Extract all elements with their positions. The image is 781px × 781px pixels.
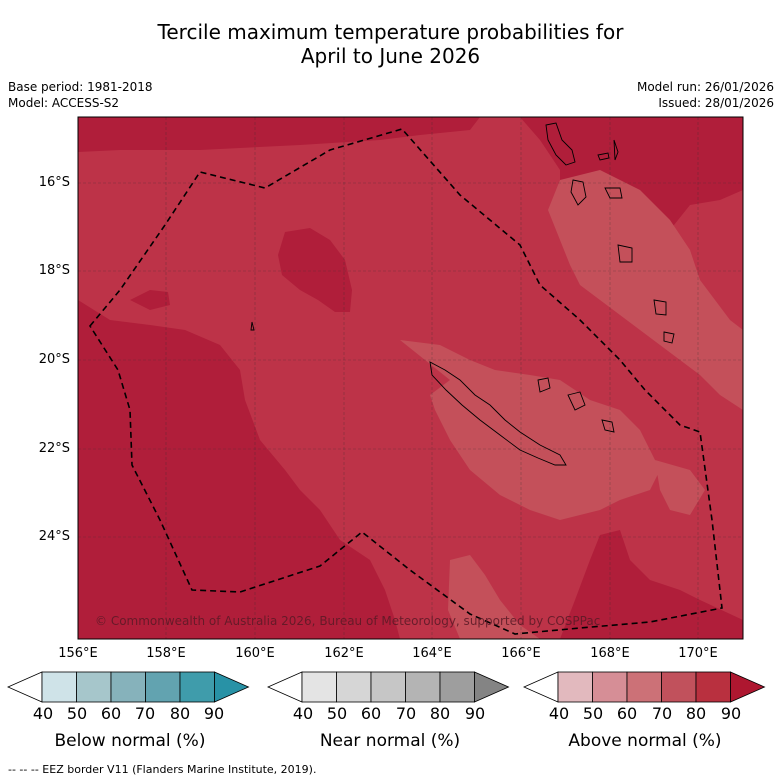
colorbar-extend-low xyxy=(7,671,43,703)
map-title-line1: Tercile maximum temperature probabilitie… xyxy=(157,20,624,44)
chesterfield-reef xyxy=(250,321,255,331)
colorbar-segment xyxy=(370,671,406,703)
prob-area-60-70-east xyxy=(548,170,743,410)
cb-above-tick-50: 50 xyxy=(582,704,604,723)
cb-near-tick-60: 60 xyxy=(360,704,382,723)
lat-label-20s: 20°S xyxy=(38,352,70,367)
cb-above-tick-90: 90 xyxy=(720,704,742,723)
cb-near-tick-90: 90 xyxy=(464,704,486,723)
colorbar-segment xyxy=(76,671,112,703)
issued-label: Issued: 28/01/2026 xyxy=(658,96,774,110)
cb-below-tick-60: 60 xyxy=(100,704,122,723)
colorbar-segment xyxy=(179,671,215,703)
cb-near-title: Near normal (%) xyxy=(319,731,461,751)
vanuatu-espiritu-santo xyxy=(545,122,576,166)
lon-label-156e: 156°E xyxy=(58,646,98,661)
cb-near-tick-70: 70 xyxy=(395,704,417,723)
prob-area-80-90-north xyxy=(78,117,480,152)
vanuatu-malekula xyxy=(570,179,587,206)
prob-area-80-90-center xyxy=(278,228,352,312)
cb-near-tick-80: 80 xyxy=(429,704,451,723)
cb-above-tick-70: 70 xyxy=(651,704,673,723)
colorbar-above-normal xyxy=(523,671,766,703)
cb-below-tick-50: 50 xyxy=(66,704,88,723)
colorbar-segment xyxy=(336,671,372,703)
colorbar-extend-high xyxy=(214,671,250,703)
prob-area-60-70-southeast xyxy=(655,460,705,515)
lon-label-160e: 160°E xyxy=(235,646,275,661)
cb-above-tick-60: 60 xyxy=(616,704,638,723)
map-frame xyxy=(77,116,744,640)
model-label: Model: ACCESS-S2 xyxy=(8,96,120,110)
copyright-notice: © Commonwealth of Australia 2026, Bureau… xyxy=(95,614,601,628)
lon-label-162e: 162°E xyxy=(324,646,364,661)
lat-label-18s: 18°S xyxy=(38,263,70,278)
cb-above-tick-40: 40 xyxy=(548,704,570,723)
new-caledonia-grande-terre xyxy=(429,361,567,466)
lat-label-22s: 22°S xyxy=(38,441,70,456)
vanuatu-tanna xyxy=(653,299,667,316)
colorbar-segment xyxy=(41,671,77,703)
colorbar-segment xyxy=(626,671,662,703)
graticule xyxy=(78,117,743,639)
cb-below-title: Below normal (%) xyxy=(54,731,206,751)
model-run-label: Model run: 26/01/2026 xyxy=(636,80,774,94)
cb-above-tick-80: 80 xyxy=(685,704,707,723)
colorbar-segment xyxy=(439,671,475,703)
vanuatu-efate xyxy=(604,187,623,199)
vanuatu-small-isles xyxy=(597,139,675,344)
colorbar-segment xyxy=(592,671,628,703)
eez-legend-note: -- -- -- EEZ border V11 (Flanders Marine… xyxy=(8,763,317,776)
lon-label-168e: 168°E xyxy=(590,646,630,661)
lat-label-24s: 24°S xyxy=(38,529,70,544)
map-title-line2: April to June 2026 xyxy=(300,44,481,68)
cb-near-tick-40: 40 xyxy=(292,704,314,723)
colorbar-segment xyxy=(405,671,441,703)
base-period-label: Base period: 1981-2018 xyxy=(8,80,153,94)
colorbar-segment xyxy=(110,671,146,703)
colorbar-segment xyxy=(301,671,337,703)
eez-border xyxy=(89,128,723,635)
cb-below-tick-70: 70 xyxy=(134,704,156,723)
vanuatu-erromango xyxy=(617,244,633,263)
cb-below-tick-40: 40 xyxy=(32,704,54,723)
prob-area-80-90-southeast xyxy=(560,530,743,639)
lon-label-166e: 166°E xyxy=(501,646,541,661)
prob-area-80-90-west xyxy=(78,300,400,639)
colorbar-extend-low xyxy=(267,671,303,703)
lon-label-170e: 170°E xyxy=(678,646,718,661)
cb-near-tick-50: 50 xyxy=(326,704,348,723)
prob-area-80-90-west-patch xyxy=(130,290,170,310)
colorbar-extend-high xyxy=(474,671,510,703)
colorbar-extend-high xyxy=(730,671,766,703)
cb-above-title: Above normal (%) xyxy=(568,731,722,751)
cb-below-tick-90: 90 xyxy=(203,704,225,723)
colorbar-segment xyxy=(557,671,593,703)
cb-below-tick-80: 80 xyxy=(169,704,191,723)
colorbar-segment xyxy=(695,671,731,703)
lon-label-164e: 164°E xyxy=(412,646,452,661)
probability-field xyxy=(78,117,743,639)
colorbar-extend-low xyxy=(523,671,559,703)
prob-area-60-70-south xyxy=(448,555,540,639)
colorbar-segment xyxy=(661,671,697,703)
colorbar-near-normal xyxy=(267,671,510,703)
colorbar-below-normal xyxy=(7,671,250,703)
coastlines xyxy=(250,122,675,466)
loyalty-islands xyxy=(537,377,615,433)
lat-label-16s: 16°S xyxy=(38,175,70,190)
lon-label-158e: 158°E xyxy=(146,646,186,661)
colorbar-segment xyxy=(145,671,181,703)
